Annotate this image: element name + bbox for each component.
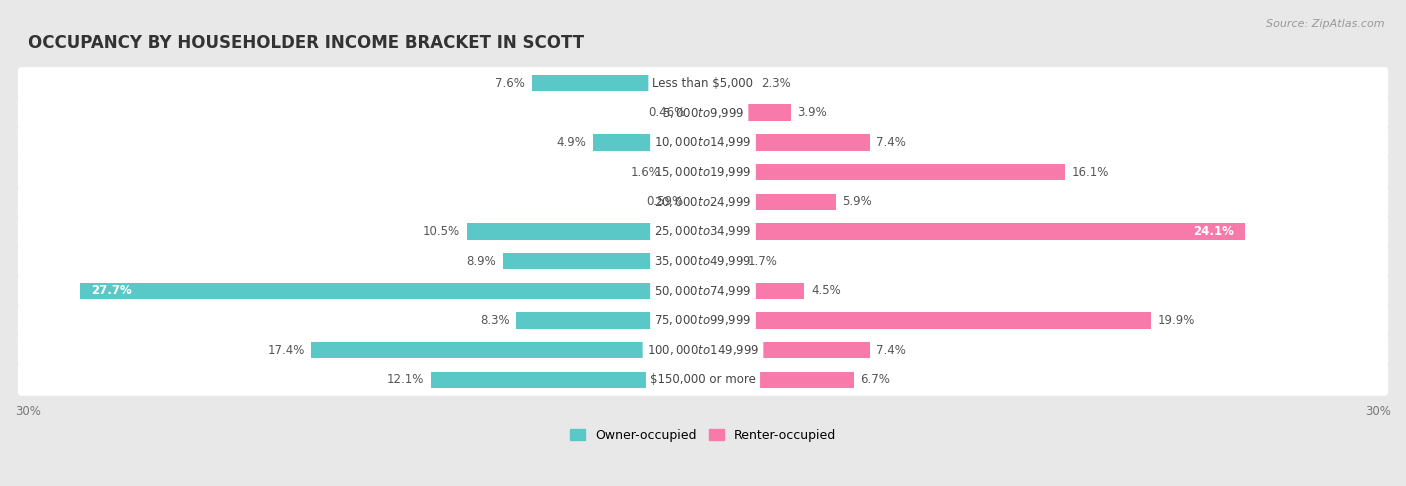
FancyBboxPatch shape [18,304,1388,336]
FancyBboxPatch shape [18,215,1388,247]
Text: 12.1%: 12.1% [387,373,425,386]
Text: 10.5%: 10.5% [423,225,460,238]
Bar [503,253,703,269]
Bar [690,193,703,210]
Text: 7.4%: 7.4% [876,344,905,357]
FancyBboxPatch shape [18,156,1388,188]
Bar [703,342,869,358]
Text: $150,000 or more: $150,000 or more [650,373,756,386]
Bar [703,164,1066,180]
Bar [516,312,703,329]
Text: 3.9%: 3.9% [797,106,827,119]
Text: Source: ZipAtlas.com: Source: ZipAtlas.com [1267,19,1385,30]
FancyBboxPatch shape [18,67,1388,99]
Text: 1.7%: 1.7% [748,255,778,268]
Text: $25,000 to $34,999: $25,000 to $34,999 [654,225,752,239]
Text: 0.59%: 0.59% [645,195,683,208]
Text: 17.4%: 17.4% [267,344,305,357]
Text: 27.7%: 27.7% [91,284,132,297]
Bar [312,342,703,358]
Text: $35,000 to $49,999: $35,000 to $49,999 [654,254,752,268]
Text: 1.6%: 1.6% [630,166,661,179]
Bar [531,75,703,91]
FancyBboxPatch shape [18,334,1388,366]
Text: 24.1%: 24.1% [1194,225,1234,238]
Text: 8.3%: 8.3% [479,314,509,327]
Text: 7.6%: 7.6% [495,77,526,89]
FancyBboxPatch shape [18,97,1388,129]
FancyBboxPatch shape [18,126,1388,158]
Text: 16.1%: 16.1% [1071,166,1109,179]
Bar [666,164,703,180]
FancyBboxPatch shape [18,186,1388,218]
Bar [703,193,835,210]
Text: 8.9%: 8.9% [467,255,496,268]
Text: 19.9%: 19.9% [1157,314,1195,327]
Bar [430,371,703,388]
Bar [593,134,703,151]
Text: $100,000 to $149,999: $100,000 to $149,999 [647,343,759,357]
Bar [703,75,755,91]
FancyBboxPatch shape [18,245,1388,277]
Bar [703,104,790,121]
FancyBboxPatch shape [18,275,1388,307]
Text: OCCUPANCY BY HOUSEHOLDER INCOME BRACKET IN SCOTT: OCCUPANCY BY HOUSEHOLDER INCOME BRACKET … [28,35,583,52]
Bar [693,104,703,121]
Bar [467,223,703,240]
Text: Less than $5,000: Less than $5,000 [652,77,754,89]
Text: 7.4%: 7.4% [876,136,905,149]
Text: $50,000 to $74,999: $50,000 to $74,999 [654,284,752,298]
Text: $20,000 to $24,999: $20,000 to $24,999 [654,195,752,209]
Text: 4.5%: 4.5% [811,284,841,297]
Bar [80,282,703,299]
Text: $15,000 to $19,999: $15,000 to $19,999 [654,165,752,179]
Legend: Owner-occupied, Renter-occupied: Owner-occupied, Renter-occupied [569,429,837,442]
Text: $75,000 to $99,999: $75,000 to $99,999 [654,313,752,328]
Bar [703,371,853,388]
Bar [703,223,1246,240]
FancyBboxPatch shape [18,364,1388,396]
Text: 4.9%: 4.9% [557,136,586,149]
Text: 5.9%: 5.9% [842,195,872,208]
Text: 0.46%: 0.46% [648,106,686,119]
Text: $10,000 to $14,999: $10,000 to $14,999 [654,136,752,149]
Text: 2.3%: 2.3% [762,77,792,89]
Bar [703,312,1150,329]
Bar [703,134,869,151]
Text: 6.7%: 6.7% [860,373,890,386]
Bar [703,282,804,299]
Text: $5,000 to $9,999: $5,000 to $9,999 [662,106,744,120]
Bar [703,253,741,269]
